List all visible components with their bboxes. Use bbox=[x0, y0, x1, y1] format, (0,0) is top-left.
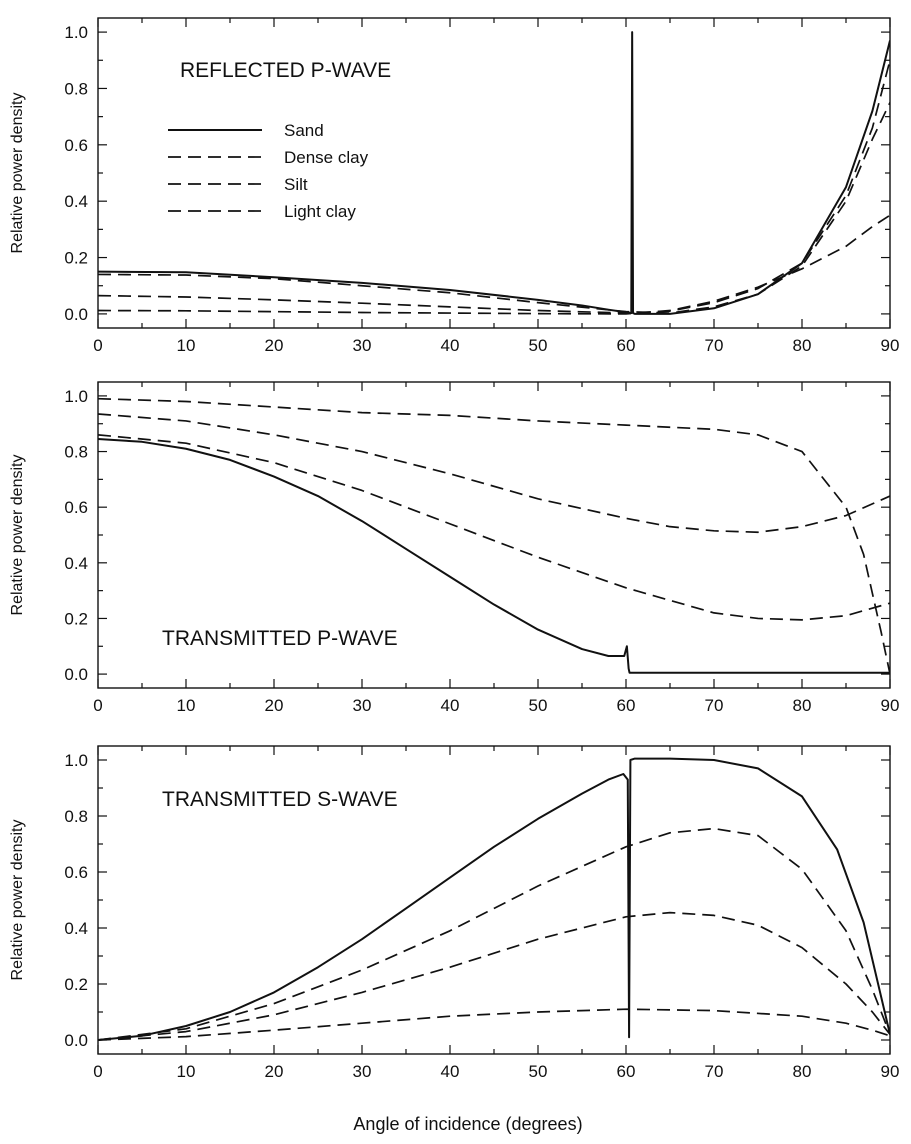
y-axis-label: Relative power density bbox=[9, 455, 26, 616]
series-line-silt bbox=[98, 60, 890, 314]
y-tick-label: 0.0 bbox=[64, 665, 88, 684]
y-tick-label: 0.8 bbox=[64, 807, 88, 826]
x-tick-label: 90 bbox=[881, 1062, 900, 1081]
y-tick-label: 0.2 bbox=[64, 249, 88, 268]
x-tick-label: 70 bbox=[705, 1062, 724, 1081]
y-tick-label: 0.2 bbox=[64, 609, 88, 628]
x-tick-label: 50 bbox=[529, 336, 548, 355]
x-tick-label: 0 bbox=[93, 1062, 102, 1081]
x-tick-label: 90 bbox=[881, 336, 900, 355]
series-line-sand bbox=[98, 438, 890, 674]
x-tick-label: 80 bbox=[793, 696, 812, 715]
series-line-light-clay bbox=[98, 214, 890, 315]
series-line-light-clay bbox=[98, 1008, 890, 1041]
y-axis-label: Relative power density bbox=[9, 93, 26, 254]
panel-title: REFLECTED P-WAVE bbox=[180, 59, 391, 82]
y-tick-label: 0.8 bbox=[64, 443, 88, 462]
x-tick-label: 50 bbox=[529, 696, 548, 715]
y-tick-label: 0.6 bbox=[64, 498, 88, 517]
panel-2: 0 10 20 30 40 50 60 70 80 90 0.0 0.2 0.4 0.6 0.8 1.0 Rel… bbox=[9, 381, 900, 715]
x-tick-label: 40 bbox=[441, 696, 460, 715]
x-tick-label: 20 bbox=[265, 336, 284, 355]
series-line-silt bbox=[98, 911, 890, 1041]
series-line-dense-clay bbox=[98, 827, 890, 1041]
x-tick-label: 20 bbox=[265, 1062, 284, 1081]
y-tick-label: 0.2 bbox=[64, 975, 88, 994]
series-line-sand bbox=[98, 757, 890, 1041]
legend-label-silt: Silt bbox=[284, 175, 308, 194]
legend-label-dense-clay: Dense clay bbox=[284, 148, 369, 167]
x-tick-label: 90 bbox=[881, 696, 900, 715]
series-line-light-clay bbox=[98, 434, 890, 621]
x-tick-label: 40 bbox=[441, 1062, 460, 1081]
series-line-dense-clay bbox=[98, 397, 890, 675]
y-tick-label: 1.0 bbox=[64, 23, 88, 42]
x-tick-label: 0 bbox=[93, 696, 102, 715]
series-line-silt bbox=[98, 413, 890, 534]
x-tick-label: 60 bbox=[617, 336, 636, 355]
x-tick-label: 80 bbox=[793, 1062, 812, 1081]
x-tick-label: 70 bbox=[705, 336, 724, 355]
y-tick-label: 0.4 bbox=[64, 192, 88, 211]
x-tick-label: 30 bbox=[353, 336, 372, 355]
y-axis-label: Relative power density bbox=[9, 820, 26, 981]
panel-1: 0 10 20 30 40 50 60 70 80 90 0.0 0.2 0.4 0.6 0.8 1.0 Rel… bbox=[9, 17, 900, 355]
legend-label-light-clay: Light clay bbox=[284, 202, 356, 221]
x-tick-label: 0 bbox=[93, 336, 102, 355]
x-tick-label: 80 bbox=[793, 336, 812, 355]
panel-title: TRANSMITTED P-WAVE bbox=[162, 627, 398, 650]
y-tick-label: 1.0 bbox=[64, 751, 88, 770]
y-tick-label: 0.0 bbox=[64, 1031, 88, 1050]
series-line-dense-clay bbox=[98, 102, 890, 314]
panel-title: TRANSMITTED S-WAVE bbox=[162, 788, 398, 811]
y-tick-label: 0.8 bbox=[64, 79, 88, 98]
y-tick-label: 0.4 bbox=[64, 554, 88, 573]
x-tick-label: 70 bbox=[705, 696, 724, 715]
x-tick-label: 30 bbox=[353, 1062, 372, 1081]
x-tick-label: 60 bbox=[617, 1062, 636, 1081]
y-tick-label: 1.0 bbox=[64, 387, 88, 406]
x-tick-label: 10 bbox=[177, 1062, 196, 1081]
panel-3: 0 10 20 30 40 50 60 70 80 90 0.0 0.2 0.4 0.6 0.8 1.0 Rel… bbox=[9, 745, 900, 1081]
x-tick-label: 10 bbox=[177, 336, 196, 355]
y-tick-label: 0.0 bbox=[64, 305, 88, 324]
x-tick-label: 10 bbox=[177, 696, 196, 715]
x-tick-label: 30 bbox=[353, 696, 372, 715]
y-tick-label: 0.6 bbox=[64, 136, 88, 155]
x-axis-label: Angle of incidence (degrees) bbox=[353, 1114, 582, 1134]
x-tick-label: 40 bbox=[441, 336, 460, 355]
legend: Sand Dense clay Silt Light clay bbox=[168, 121, 369, 221]
y-tick-label: 0.6 bbox=[64, 863, 88, 882]
x-tick-label: 20 bbox=[265, 696, 284, 715]
legend-label-sand: Sand bbox=[284, 121, 324, 140]
y-tick-label: 0.4 bbox=[64, 919, 88, 938]
x-tick-label: 60 bbox=[617, 696, 636, 715]
x-tick-label: 50 bbox=[529, 1062, 548, 1081]
